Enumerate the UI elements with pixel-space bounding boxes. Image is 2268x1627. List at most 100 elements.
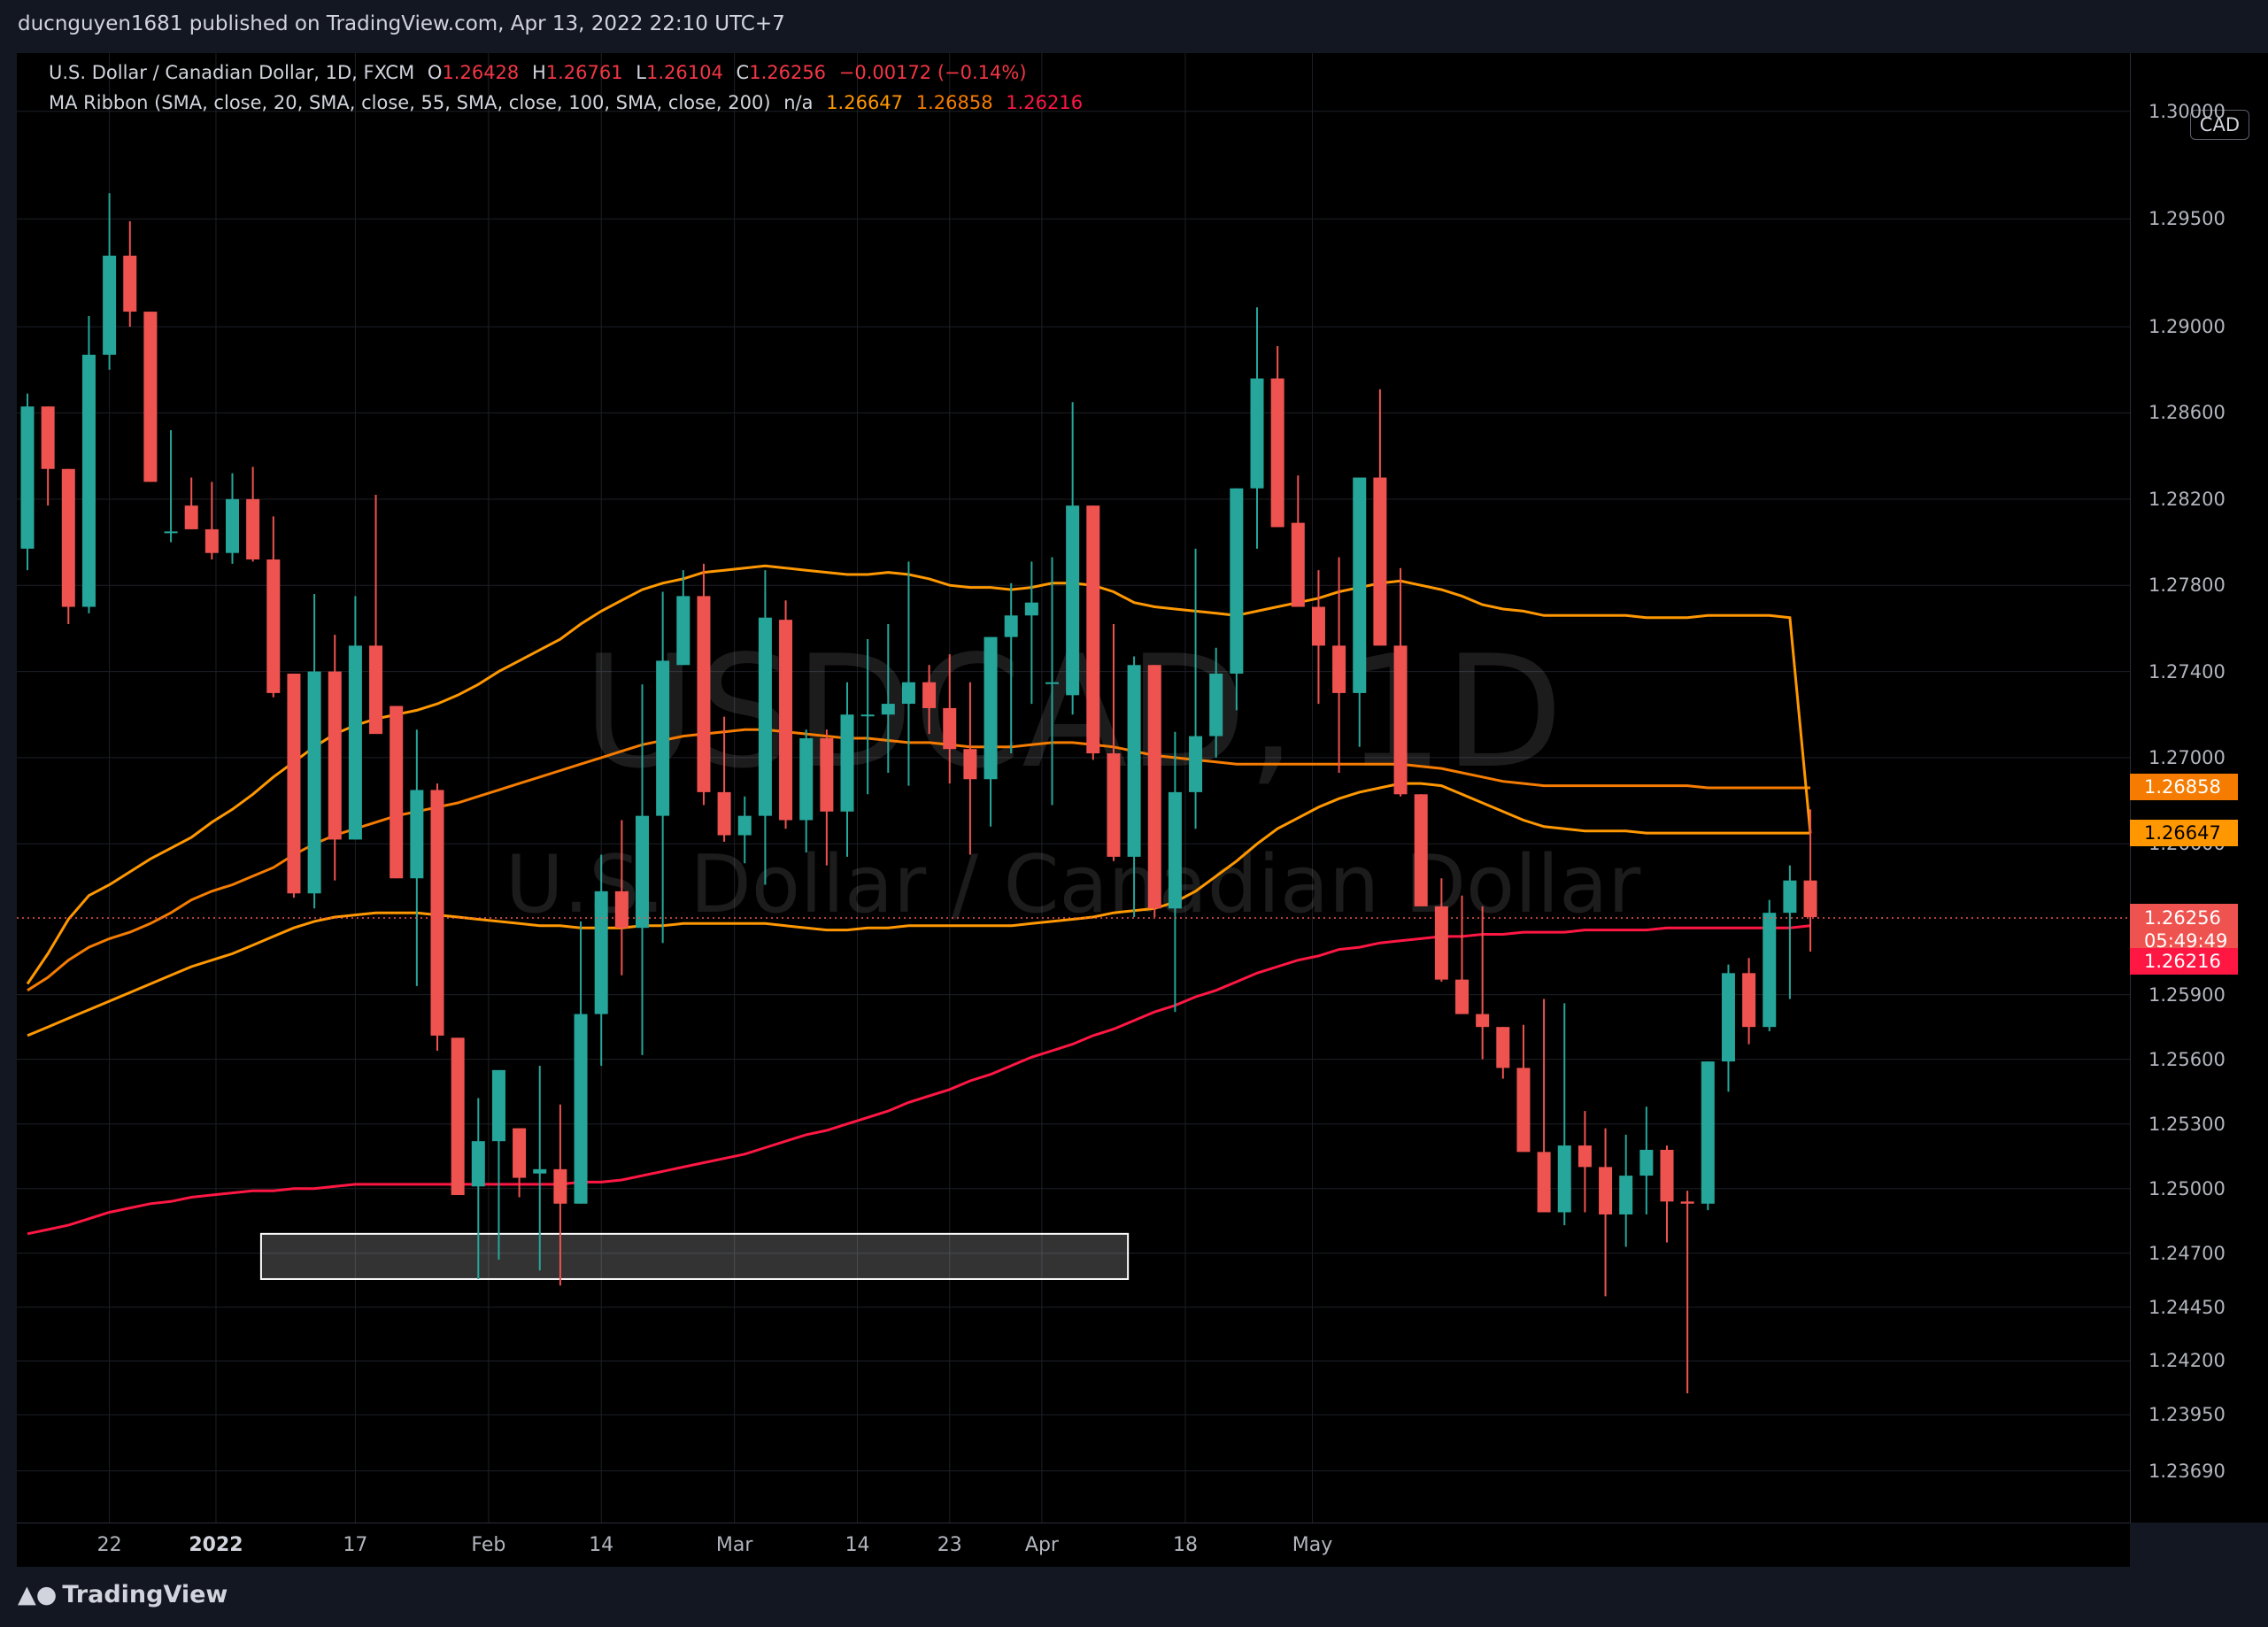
candle-body (1414, 794, 1428, 906)
candle-body (307, 671, 321, 894)
candle-body (1086, 505, 1100, 754)
candle-body (430, 790, 444, 1036)
candle-body (860, 714, 875, 717)
time-tick-label: 14 (845, 1534, 870, 1556)
currency-badge[interactable]: CAD (2189, 110, 2249, 140)
candle-body (676, 596, 690, 666)
price-tick-label: 1.25600 (2148, 1048, 2226, 1070)
time-tick-label: May (1292, 1534, 1333, 1556)
candle-body (1127, 665, 1141, 857)
legend-ohlc: U.S. Dollar / Canadian Dollar, 1D, FXCM … (49, 62, 1027, 83)
price-tick-label: 1.25900 (2148, 983, 2226, 1006)
candle-body (1721, 973, 1735, 1062)
ma20-line (26, 564, 1812, 985)
time-tick-label: Apr (1024, 1534, 1059, 1556)
tradingview-logo[interactable]: ▲● TradingView (18, 1581, 228, 1608)
candle-body (1230, 488, 1244, 674)
candle-body (1004, 615, 1018, 637)
candle-body (1045, 682, 1059, 684)
candle-body (1680, 1201, 1694, 1204)
legend-ma-label[interactable]: MA Ribbon (SMA, close, 20, SMA, close, 5… (49, 92, 771, 113)
legend-o-label: O (427, 62, 443, 83)
candle-body (779, 620, 793, 821)
legend-symbol[interactable]: U.S. Dollar / Canadian Dollar, 1D, FXCM (49, 62, 415, 83)
time-tick-label: Mar (715, 1534, 753, 1556)
candle-body (1516, 1068, 1531, 1153)
legend-l-label: L (636, 62, 646, 83)
candle-body (103, 255, 117, 355)
legend-close: 1.26256 (749, 62, 827, 83)
candle-body (1373, 477, 1387, 646)
candle-body (328, 671, 342, 840)
candle-body (553, 1168, 567, 1204)
candle-body (1291, 522, 1305, 607)
price-tick-label: 1.25300 (2148, 1113, 2226, 1135)
candle-body (614, 891, 629, 929)
candle-body (1168, 791, 1182, 909)
ma200-line (27, 924, 1811, 1236)
time-tick-label: 17 (343, 1534, 368, 1556)
candle-body (471, 1141, 485, 1187)
candle-body (943, 707, 957, 750)
legend-open: 1.26428 (442, 62, 520, 83)
candle-body (758, 617, 772, 816)
chart-svg[interactable]: USDCAD, 1D U.S. Dollar / Canadian Dollar (17, 53, 2130, 1523)
price-tick-label: 1.27000 (2148, 746, 2226, 768)
legend-ma-ribbon: MA Ribbon (SMA, close, 20, SMA, close, 5… (49, 92, 1083, 113)
legend-ma-value-1: 1.26647 (826, 92, 904, 113)
candle-body (451, 1037, 465, 1196)
candle-body (1660, 1149, 1674, 1202)
candle-body (574, 1014, 588, 1204)
watermark-name: U.S. Dollar / Canadian Dollar (505, 838, 1641, 931)
price-tick-label: 1.23950 (2148, 1404, 2226, 1426)
candle-body (369, 645, 383, 735)
candle-body (1024, 602, 1038, 616)
price-tick-label: 1.25000 (2148, 1177, 2226, 1199)
support-zone-rect (259, 1232, 1130, 1280)
legend-ma-value-2: 1.26858 (915, 92, 993, 113)
time-tick-label: Feb (471, 1534, 506, 1556)
price-tick-label: 1.27800 (2148, 574, 2226, 597)
candle-body (1332, 645, 1346, 693)
chart-area[interactable]: USDCAD, 1D U.S. Dollar / Canadian Dollar… (17, 53, 2130, 1523)
ma100-line (27, 782, 1810, 1037)
legend-change: −0.00172 (−0.14%) (838, 62, 1027, 83)
candle-body (1557, 1145, 1571, 1213)
candle-body (410, 790, 424, 879)
candle-body (1455, 979, 1469, 1014)
candle-body (1393, 645, 1408, 795)
candle-body (1742, 973, 1756, 1028)
last-price-value: 1.26256 (2144, 907, 2221, 929)
candle-body (717, 791, 731, 836)
candle-body (820, 738, 834, 812)
ma-ribbon-layer (26, 564, 1812, 1236)
candle-body (1209, 673, 1223, 736)
candle-body (226, 498, 239, 553)
time-axis[interactable]: 22 2022 17 Feb 14 Mar 14 23 Apr 18 May (17, 1523, 2130, 1568)
time-tick-label: 22 (96, 1534, 122, 1556)
candle-body (799, 738, 814, 821)
candle-body (594, 891, 608, 1014)
price-tick-label: 1.27400 (2148, 660, 2226, 682)
candle-body (984, 636, 998, 780)
candle-body (491, 1069, 505, 1142)
candle-body (1619, 1176, 1633, 1214)
legend-low: 1.26104 (646, 62, 723, 83)
price-tick-label: 1.28200 (2148, 488, 2226, 510)
candle-body (1496, 1027, 1510, 1068)
candle-body (204, 528, 219, 553)
candle-body (1578, 1145, 1592, 1168)
candle-body (901, 682, 915, 705)
candle-body (697, 596, 711, 792)
ma55-line (27, 728, 1810, 992)
candle-body (143, 312, 158, 482)
candle-body (636, 815, 649, 929)
candle-body (123, 255, 137, 312)
footer: ▲● TradingView (0, 1567, 2268, 1627)
candle-body (737, 815, 752, 836)
candle-body (656, 660, 670, 816)
candle-body (184, 505, 198, 529)
candle-body (1476, 1014, 1490, 1028)
candle-body (1537, 1152, 1551, 1213)
price-tick-label: 1.24700 (2148, 1242, 2226, 1264)
